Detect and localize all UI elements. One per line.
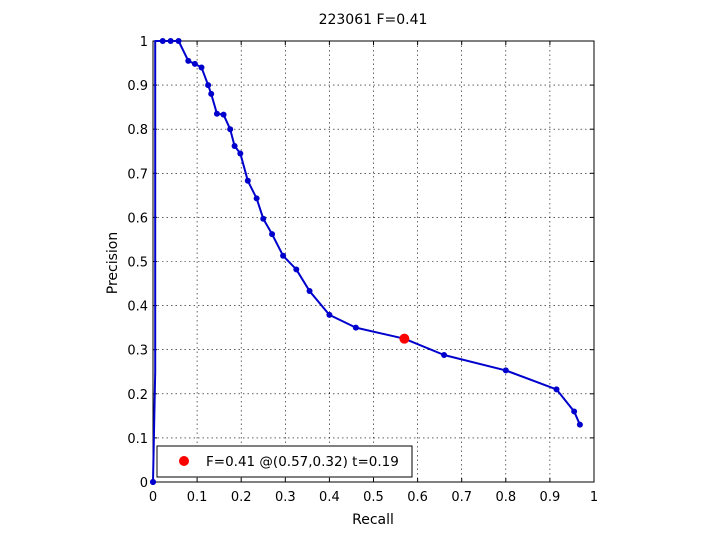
y-tick-label: 1 [140,35,148,50]
x-tick-label: 0.7 [451,490,472,505]
data-point [237,150,244,157]
data-point [208,90,215,97]
series-group [150,38,583,485]
x-tick-label: 0.3 [275,490,296,505]
axis-ticks [152,40,595,483]
x-tick-labels: 0 0.1 0.2 0.3 0.4 0.5 0.6 0.7 0.8 0.9 1 [149,490,598,505]
data-point [205,82,212,89]
x-axis-title: Recall [352,512,394,528]
data-point [185,57,192,64]
x-tick-label: 0 [149,490,157,505]
data-point [220,111,227,118]
data-point [306,288,313,295]
y-tick-label: 0.6 [127,211,148,226]
data-point [326,311,333,318]
y-tick-label: 0.5 [127,256,148,271]
y-tick-label: 0.7 [127,167,148,182]
data-point [159,38,166,44]
data-point [293,266,300,273]
x-tick-label: 1 [590,490,598,505]
y-tick-label: 0.1 [127,432,148,447]
best-f-point [399,333,410,344]
data-point [213,110,220,117]
data-point [191,60,198,67]
x-tick-label: 0.9 [540,490,561,505]
data-point [260,215,267,222]
data-point [198,64,205,71]
x-tick-label: 0.5 [363,490,384,505]
x-tick-label: 0.6 [407,490,428,505]
y-tick-label: 0.2 [127,388,148,403]
data-point [352,324,359,331]
data-point [167,38,174,44]
legend-box [156,445,413,478]
data-point [441,351,448,358]
legend-marker [179,456,189,466]
data-point [253,195,260,202]
grid-lines [153,41,594,482]
data-point [571,408,578,415]
y-tick-label: 0.4 [127,300,148,315]
y-tick-label: 0.8 [127,123,148,138]
chart-title: 223061 F=0.41 [319,12,428,28]
x-tick-label: 0.8 [495,490,516,505]
data-point [175,38,182,44]
x-tick-label: 0.4 [319,490,340,505]
data-point [502,367,509,374]
data-point [576,421,583,428]
y-tick-labels: 0 0.1 0.2 0.3 0.4 0.5 0.6 0.7 0.8 0.9 1 [127,35,148,491]
data-point [150,479,156,485]
data-point [244,177,251,184]
x-tick-label: 0.2 [231,490,252,505]
legend: F=0.41 @(0.57,0.32) t=0.19 [156,445,413,478]
legend-label: F=0.41 @(0.57,0.32) t=0.19 [206,454,399,470]
data-point [269,231,276,238]
x-tick-label: 0.1 [187,490,208,505]
data-point [280,252,287,259]
y-tick-label: 0.3 [127,344,148,359]
y-axis-title: Precision [105,232,121,294]
data-point [227,126,234,133]
data-point [231,142,238,149]
data-point [553,386,560,393]
y-tick-label: 0 [140,476,148,491]
y-tick-label: 0.9 [127,79,148,94]
